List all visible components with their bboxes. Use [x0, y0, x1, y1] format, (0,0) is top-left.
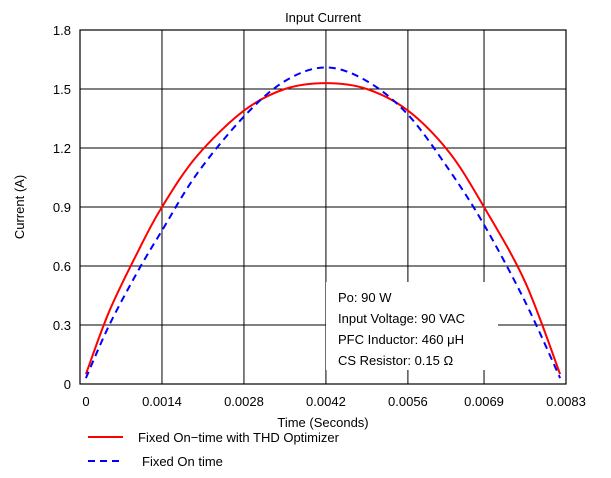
x-tick-label: 0 [82, 394, 89, 409]
legend-label-fixed-on-time: Fixed On time [142, 454, 223, 469]
chart-title: Input Current [285, 10, 361, 25]
y-tick-labels: 0 0.3 0.6 0.9 1.2 1.5 1.8 [53, 23, 71, 392]
annotation-box: Po: 90 W Input Voltage: 90 VAC PFC Induc… [326, 282, 498, 370]
y-tick-label: 1.5 [53, 82, 71, 97]
x-tick-label: 0.0014 [142, 394, 182, 409]
x-tick-labels: 0 0.0014 0.0028 0.0042 0.0056 0.0069 0.0083 [82, 394, 586, 409]
plot-frame [79, 29, 567, 385]
series-line-thd-optimizer [84, 82, 562, 375]
y-tick-label: 1.8 [53, 23, 71, 38]
annotation-input-voltage: Input Voltage: 90 VAC [338, 311, 465, 326]
x-axis-label: Time (Seconds) [277, 415, 368, 430]
series-line-fixed-on-time [84, 66, 562, 379]
x-tick-label: 0.0042 [306, 394, 346, 409]
annotation-cs-resistor: CS Resistor: 0.15 Ω [338, 353, 453, 368]
x-tick-label: 0.0028 [224, 394, 264, 409]
x-tick-label: 0.0056 [388, 394, 428, 409]
x-tick-label: 0.0069 [464, 394, 504, 409]
annotation-background [326, 282, 498, 370]
annotation-pfc-inductor: PFC Inductor: 460 μH [338, 332, 464, 347]
x-tick-label: 0.0083 [546, 394, 586, 409]
y-tick-label: 0.3 [53, 318, 71, 333]
y-tick-label: 0.9 [53, 200, 71, 215]
y-tick-label: 1.2 [53, 141, 71, 156]
annotation-po: Po: 90 W [338, 290, 392, 305]
y-axis-label: Current (A) [12, 175, 27, 239]
y-tick-label: 0.6 [53, 259, 71, 274]
legend-label-thd-optimizer: Fixed On−time with THD Optimizer [138, 430, 340, 445]
legend: Fixed On−time with THD Optimizer Fixed O… [88, 430, 340, 469]
series-layer [84, 66, 562, 379]
y-tick-label: 0 [64, 377, 71, 392]
